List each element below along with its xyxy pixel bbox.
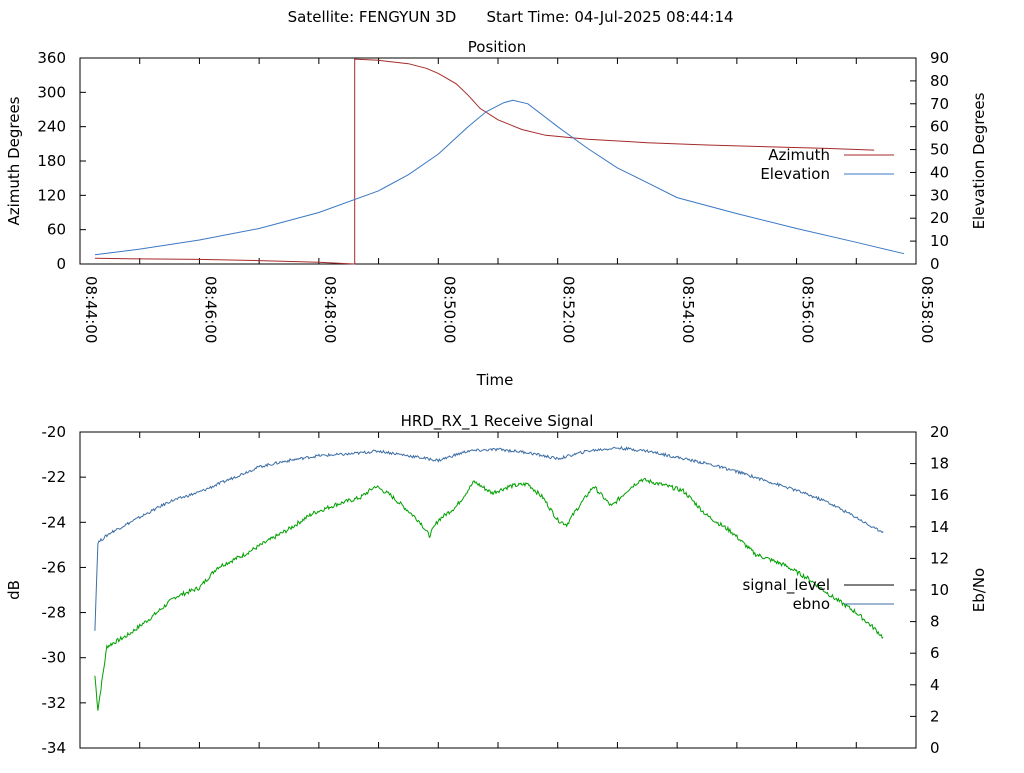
position_chart-y2-tick-label: 20 xyxy=(930,209,949,227)
position_chart-y1-tick-label: 120 xyxy=(37,186,66,204)
signal-chart-title: HRD_RX_1 Receive Signal xyxy=(401,412,594,431)
position_chart-legend-label: Elevation xyxy=(760,165,830,183)
signal_chart-y1-tick-label: -24 xyxy=(42,513,67,531)
position_chart-y2-tick-label: 60 xyxy=(930,118,949,136)
position_chart-y1-tick-label: 60 xyxy=(47,221,66,239)
position_chart-x-tick-label: 08:58:00 xyxy=(918,276,936,343)
chart-marks: 08:44:00 08:46:00 08:48:00 08:50:00 08:52:00… xyxy=(37,49,949,757)
position_chart-x-tick-label: 08:46:00 xyxy=(201,276,219,343)
position_chart-y2-tick-label: 90 xyxy=(930,49,949,67)
position_chart-y1-tick-label: 360 xyxy=(37,49,66,67)
signal_chart-y2-tick-label: 0 xyxy=(930,739,940,757)
signal_chart-series-ebno xyxy=(94,445,884,631)
signal_chart-series-signal-level xyxy=(94,477,884,711)
signal_chart-y1-tick-label: -28 xyxy=(42,604,67,622)
signal_chart-y2-tick-label: 14 xyxy=(930,518,949,536)
position-x-axis-label: Time xyxy=(476,371,514,389)
signal_chart-legend-label: ebno xyxy=(793,595,830,613)
position-chart-title: Position xyxy=(468,38,526,56)
signal-y2-axis-label: Eb/No xyxy=(970,568,988,612)
signal_chart-y1-tick-label: -22 xyxy=(42,468,67,486)
signal_chart-y1-tick-label: -30 xyxy=(42,649,67,667)
position_chart-x-tick-label: 08:44:00 xyxy=(82,276,100,343)
signal_chart-y2-tick-label: 20 xyxy=(930,423,949,441)
position_chart-y1-tick-label: 0 xyxy=(56,255,66,273)
position_chart-y2-tick-label: 10 xyxy=(930,232,949,250)
position_chart-y2-tick-label: 40 xyxy=(930,163,949,181)
signal_chart-y2-tick-label: 16 xyxy=(930,486,949,504)
signal_chart-y1-tick-label: -20 xyxy=(42,423,67,441)
signal_chart-legend-label: signal_level xyxy=(742,576,830,595)
position_chart-y2-tick-label: 70 xyxy=(930,95,949,113)
signal_chart-y1-tick-label: -34 xyxy=(42,739,67,757)
position_chart-legend-label: Azimuth xyxy=(768,146,830,164)
signal_chart-y2-tick-label: 8 xyxy=(930,613,940,631)
position-y2-axis-label: Elevation Degrees xyxy=(970,92,988,229)
signal-y1-axis-label: dB xyxy=(5,580,23,600)
satellite-label: Satellite: FENGYUN 3D xyxy=(288,8,457,26)
position_chart-series-azimuth xyxy=(94,58,875,265)
signal_chart-y1-tick-label: -26 xyxy=(42,558,67,576)
signal_chart-y2-tick-label: 18 xyxy=(930,455,949,473)
position_chart-x-tick-label: 08:48:00 xyxy=(321,276,339,343)
position_chart-x-tick-label: 08:56:00 xyxy=(799,276,817,343)
signal_chart-y2-tick-label: 4 xyxy=(930,676,940,694)
position_chart-y2-tick-label: 50 xyxy=(930,141,949,159)
signal_chart-y2-tick-label: 2 xyxy=(930,707,940,725)
position_chart-x-tick-label: 08:52:00 xyxy=(560,276,578,343)
position_chart-x-tick-label: 08:50:00 xyxy=(440,276,458,343)
position_chart-y1-tick-label: 300 xyxy=(37,83,66,101)
start-time-label: Start Time: 04-Jul-2025 08:44:14 xyxy=(486,8,733,26)
position_chart-y2-tick-label: 80 xyxy=(930,72,949,90)
position_chart-y1-tick-label: 240 xyxy=(37,118,66,136)
position_chart-y2-tick-label: 30 xyxy=(930,186,949,204)
position-y1-axis-label: Azimuth Degrees xyxy=(5,96,23,225)
position_chart-series-elevation xyxy=(94,99,905,256)
signal_chart-y2-tick-label: 12 xyxy=(930,549,949,567)
signal_chart-y2-tick-label: 10 xyxy=(930,581,949,599)
position_chart-x-tick-label: 08:54:00 xyxy=(679,276,697,343)
signal_chart-y1-tick-label: -32 xyxy=(42,694,67,712)
position_chart-y1-tick-label: 180 xyxy=(37,152,66,170)
signal_chart-y2-tick-label: 6 xyxy=(930,644,940,662)
position_chart-y2-tick-label: 0 xyxy=(930,255,940,273)
